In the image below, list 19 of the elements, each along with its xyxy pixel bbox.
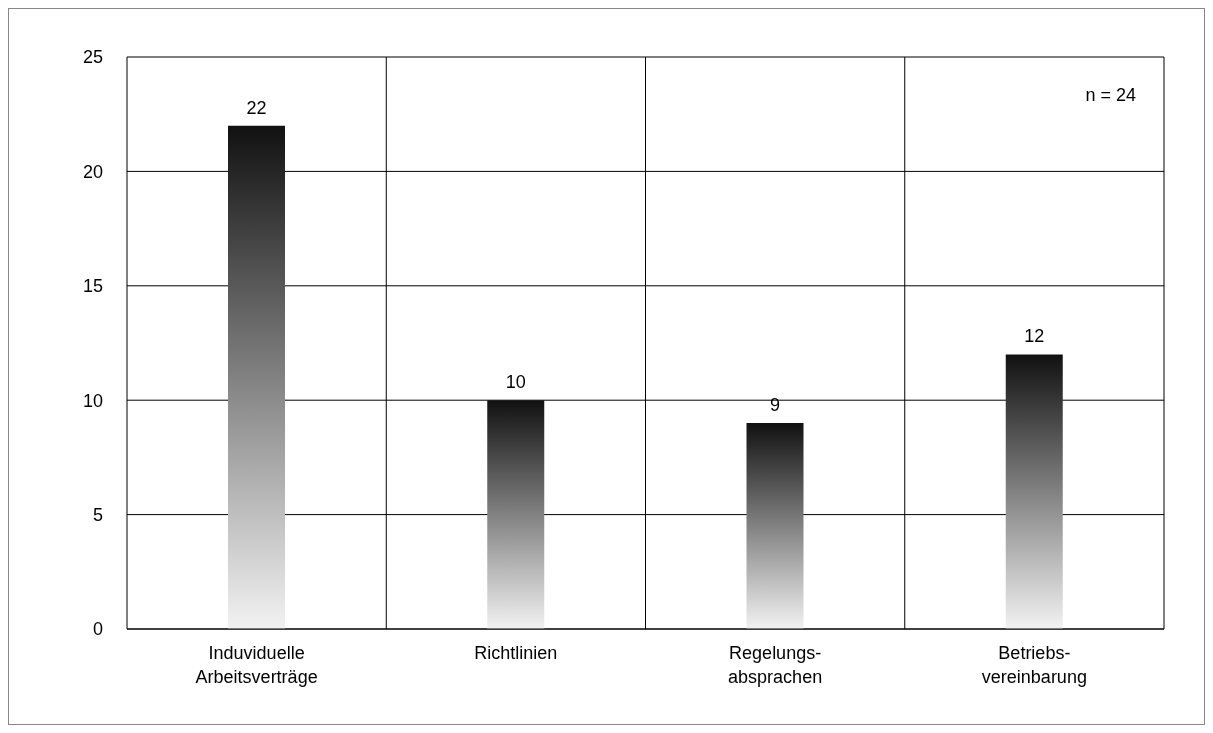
x-tick-label: Richtlinien xyxy=(474,643,558,663)
y-tick-label: 5 xyxy=(92,504,103,525)
data-label: 9 xyxy=(769,395,781,416)
y-tick-label: 25 xyxy=(82,47,103,68)
bar xyxy=(1005,354,1063,629)
y-tick-label: 15 xyxy=(82,276,103,297)
data-label: 10 xyxy=(505,372,526,393)
x-tick-label: Induviduelle Arbeitsverträge xyxy=(195,643,318,687)
bar xyxy=(487,400,545,629)
x-tick-label: Regelungs- absprachen xyxy=(728,643,823,687)
data-label: 12 xyxy=(1024,326,1045,347)
bar xyxy=(228,125,285,629)
y-tick-label: 10 xyxy=(82,390,103,411)
y-tick-label: 20 xyxy=(82,161,103,182)
bar xyxy=(746,423,804,629)
annotation: n = 24 xyxy=(1085,85,1136,106)
x-tick-label: Betriebs- vereinbarung xyxy=(981,643,1087,687)
data-label: 22 xyxy=(246,97,267,118)
y-tick-label: 0 xyxy=(92,619,103,640)
